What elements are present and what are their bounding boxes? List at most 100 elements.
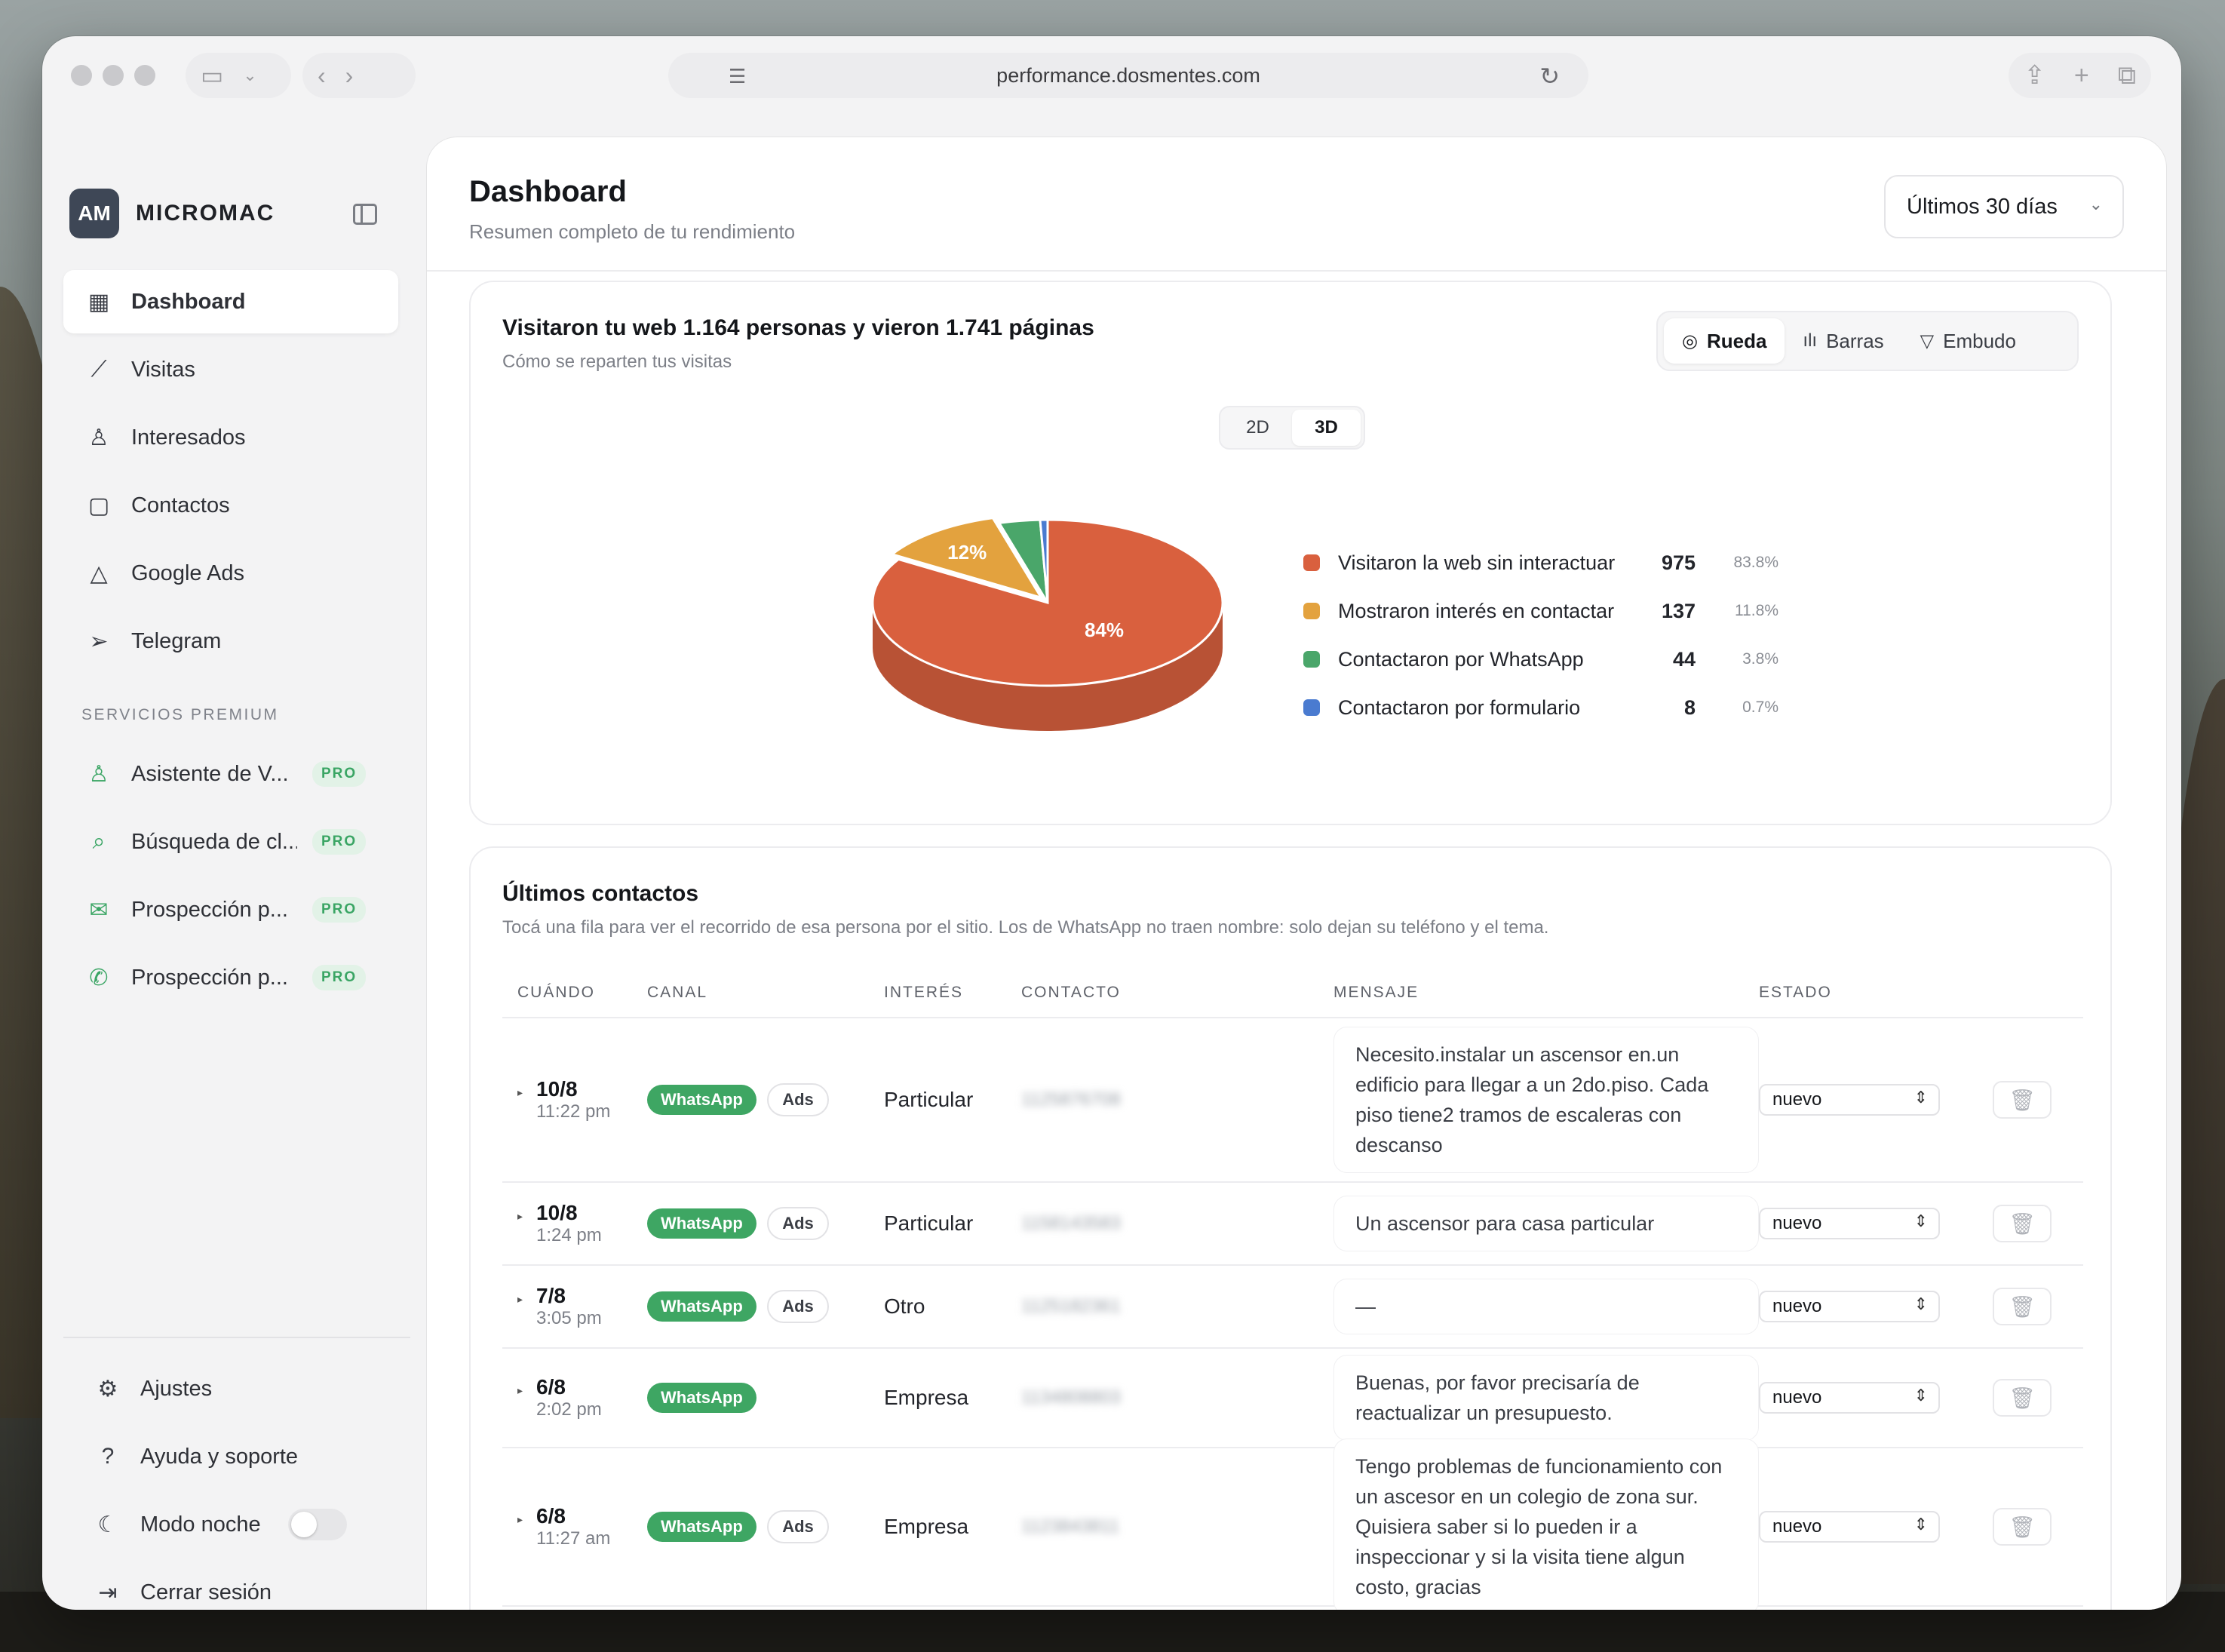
status-select[interactable]: nuevo ⇕: [1759, 1382, 1940, 1414]
expand-caret-icon[interactable]: ▸: [517, 1384, 523, 1396]
trend-icon: ⟋: [91, 357, 107, 382]
table-row[interactable]: ▸ 6/8 11:27 am WhatsApp Ads Empresa 1123…: [502, 1439, 2083, 1610]
sidebar-item-asistente[interactable]: ♙ Asistente de V... PRO: [63, 742, 398, 806]
status-cell: nuevo ⇕: [1759, 1084, 1978, 1116]
contact-cell: 1125876708: [1021, 1089, 1333, 1110]
updown-icon: ⇕: [1914, 1088, 1928, 1107]
legend-percent: 3.8%: [1742, 650, 1778, 668]
pie-slice[interactable]: [889, 517, 1044, 600]
dim-2d-button[interactable]: 2D: [1246, 417, 1269, 438]
table-row[interactable]: ▸ 10/8 1:24 pm WhatsApp Ads Particular 1…: [502, 1183, 2083, 1266]
chat-icon: ▢: [87, 493, 110, 518]
sidebar-item-busqueda[interactable]: ⌕ Búsqueda de cl... PRO: [63, 810, 398, 874]
view-funnel-button[interactable]: ▽ Embudo: [1902, 318, 2034, 364]
sidebar-item-label: Dashboard: [131, 289, 246, 314]
legend-label: Visitaron la web sin interactuar: [1338, 551, 1616, 574]
sidebar-toggle-icon[interactable]: ▭: [201, 62, 224, 89]
night-mode-toggle[interactable]: [287, 1509, 347, 1540]
tab-overview-icon[interactable]: ⧉: [2117, 60, 2136, 90]
forward-icon[interactable]: ›: [345, 61, 354, 89]
legend-value: 44: [1672, 647, 1696, 671]
contacts-card: Últimos contactos Tocá una fila para ver…: [469, 846, 2112, 1610]
table-row[interactable]: ▸ 10/8 11:22 pm WhatsApp Ads Particular …: [502, 1018, 2083, 1183]
delete-icon[interactable]: 🗑: [1993, 1379, 2052, 1417]
search-icon: ⌕: [92, 829, 106, 854]
sidebar-item-interesados[interactable]: ♙ Interesados: [63, 406, 398, 469]
settings-label: Ajustes: [140, 1376, 213, 1401]
back-icon[interactable]: ‹: [318, 61, 326, 89]
row-date: 6/8: [536, 1504, 566, 1528]
close-window-button[interactable]: [71, 65, 92, 86]
page-menu-icon[interactable]: ☰: [729, 65, 747, 88]
ads-badge: Ads: [767, 1290, 829, 1323]
help-link[interactable]: ? Ayuda y soporte: [78, 1423, 403, 1491]
dim-3d-button[interactable]: 3D: [1292, 410, 1361, 446]
delete-icon[interactable]: 🗑: [1993, 1288, 2052, 1325]
date-range-value: Últimos 30 días: [1907, 194, 2058, 219]
delete-icon[interactable]: 🗑: [1993, 1508, 2052, 1546]
premium-section-title: SERVICIOS PREMIUM: [81, 706, 279, 723]
legend-item[interactable]: Contactaron por WhatsApp 44 3.8%: [1303, 635, 1786, 683]
sidebar-toggle-group[interactable]: ▭ ⌄: [186, 53, 291, 98]
view-bars-label: Barras: [1826, 329, 1884, 352]
expand-caret-icon[interactable]: ▸: [517, 1210, 523, 1222]
expand-caret-icon[interactable]: ▸: [517, 1513, 523, 1525]
legend-percent: 11.8%: [1735, 602, 1778, 619]
legend-value: 975: [1661, 551, 1696, 574]
sidebar-item-visitas[interactable]: ⟋ Visitas: [63, 338, 398, 401]
sidebar-item-telegram[interactable]: ➢ Telegram: [63, 610, 398, 673]
legend-item[interactable]: Contactaron por formulario 8 0.7%: [1303, 683, 1786, 732]
date-range-select[interactable]: Últimos 30 días ⌄: [1884, 175, 2124, 238]
status-select[interactable]: nuevo ⇕: [1759, 1208, 1940, 1239]
main-nav: ▦ Dashboard ⟋ Visitas ♙ Interesados ▢ Co…: [63, 270, 398, 677]
contact-phone-blurred: 1125182361: [1021, 1296, 1121, 1316]
expand-caret-icon[interactable]: ▸: [517, 1293, 523, 1305]
view-pie-button[interactable]: ◎ Rueda: [1664, 318, 1785, 364]
table-row[interactable]: ▸ 6/8 2:02 pm WhatsApp Empresa 113480880…: [502, 1349, 2083, 1448]
when-cell: ▸ 6/8 11:27 am: [502, 1504, 647, 1549]
minimize-window-button[interactable]: [103, 65, 124, 86]
row-date: 10/8: [536, 1201, 578, 1224]
interest-cell: Empresa: [884, 1386, 969, 1409]
status-select[interactable]: nuevo ⇕: [1759, 1084, 1940, 1116]
settings-link[interactable]: ⚙ Ajustes: [78, 1355, 403, 1423]
sidebar-item-prospeccion-phone[interactable]: ✆ Prospección p... PRO: [63, 946, 398, 1009]
whatsapp-badge: WhatsApp: [647, 1383, 756, 1413]
address-bar[interactable]: ☰ performance.dosmentes.com ↻: [668, 53, 1588, 98]
delete-icon[interactable]: 🗑: [1993, 1081, 2052, 1119]
legend-swatch: [1303, 554, 1320, 571]
view-bars-button[interactable]: ılı Barras: [1785, 318, 1901, 364]
dimension-switch: 2D 3D: [1219, 406, 1365, 450]
zoom-window-button[interactable]: [134, 65, 155, 86]
status-cell: nuevo ⇕: [1759, 1208, 1978, 1239]
collapse-sidebar-icon[interactable]: [353, 204, 377, 225]
legend-swatch: [1303, 699, 1320, 716]
new-tab-icon[interactable]: +: [2073, 60, 2089, 90]
status-select[interactable]: nuevo ⇕: [1759, 1511, 1940, 1543]
delete-icon[interactable]: 🗑: [1993, 1205, 2052, 1242]
table-row[interactable]: ▸ 7/8 3:05 pm WhatsApp Ads Otro 11251823…: [502, 1266, 2083, 1349]
sidebar-item-label: Asistente de V...: [131, 761, 289, 786]
sidebar-item-prospeccion-mail[interactable]: ✉ Prospección p... PRO: [63, 878, 398, 941]
share-icon[interactable]: ⇪: [2024, 61, 2045, 90]
logout-link[interactable]: ⇥ Cerrar sesión: [78, 1558, 403, 1610]
expand-caret-icon[interactable]: ▸: [517, 1086, 523, 1098]
sidebar-item-contactos[interactable]: ▢ Contactos: [63, 474, 398, 537]
pie-slice[interactable]: [1039, 518, 1049, 603]
sidebar-item-dashboard[interactable]: ▦ Dashboard: [63, 270, 398, 333]
legend-item[interactable]: Visitaron la web sin interactuar 975 83.8%: [1303, 539, 1786, 587]
legend-swatch: [1303, 603, 1320, 619]
brand-name: MICROMAC: [136, 201, 275, 226]
chevron-down-icon[interactable]: ⌄: [243, 66, 257, 84]
sidebar-item-google-ads[interactable]: △ Google Ads: [63, 542, 398, 605]
sidebar-item-label: Visitas: [131, 357, 195, 382]
page-subtitle: Resumen completo de tu rendimiento: [469, 220, 796, 243]
col-mensaje: MENSAJE: [1333, 984, 1419, 1001]
channel-cell: WhatsApp Ads: [647, 1083, 884, 1116]
status-select[interactable]: nuevo ⇕: [1759, 1291, 1940, 1322]
brand: AM MICROMAC: [69, 189, 275, 238]
col-contacto: CONTACTO: [1021, 984, 1121, 1001]
legend-item[interactable]: Mostraron interés en contactar 137 11.8%: [1303, 587, 1786, 635]
pie-slice-side: [873, 603, 1223, 731]
reload-icon[interactable]: ↻: [1539, 63, 1560, 90]
